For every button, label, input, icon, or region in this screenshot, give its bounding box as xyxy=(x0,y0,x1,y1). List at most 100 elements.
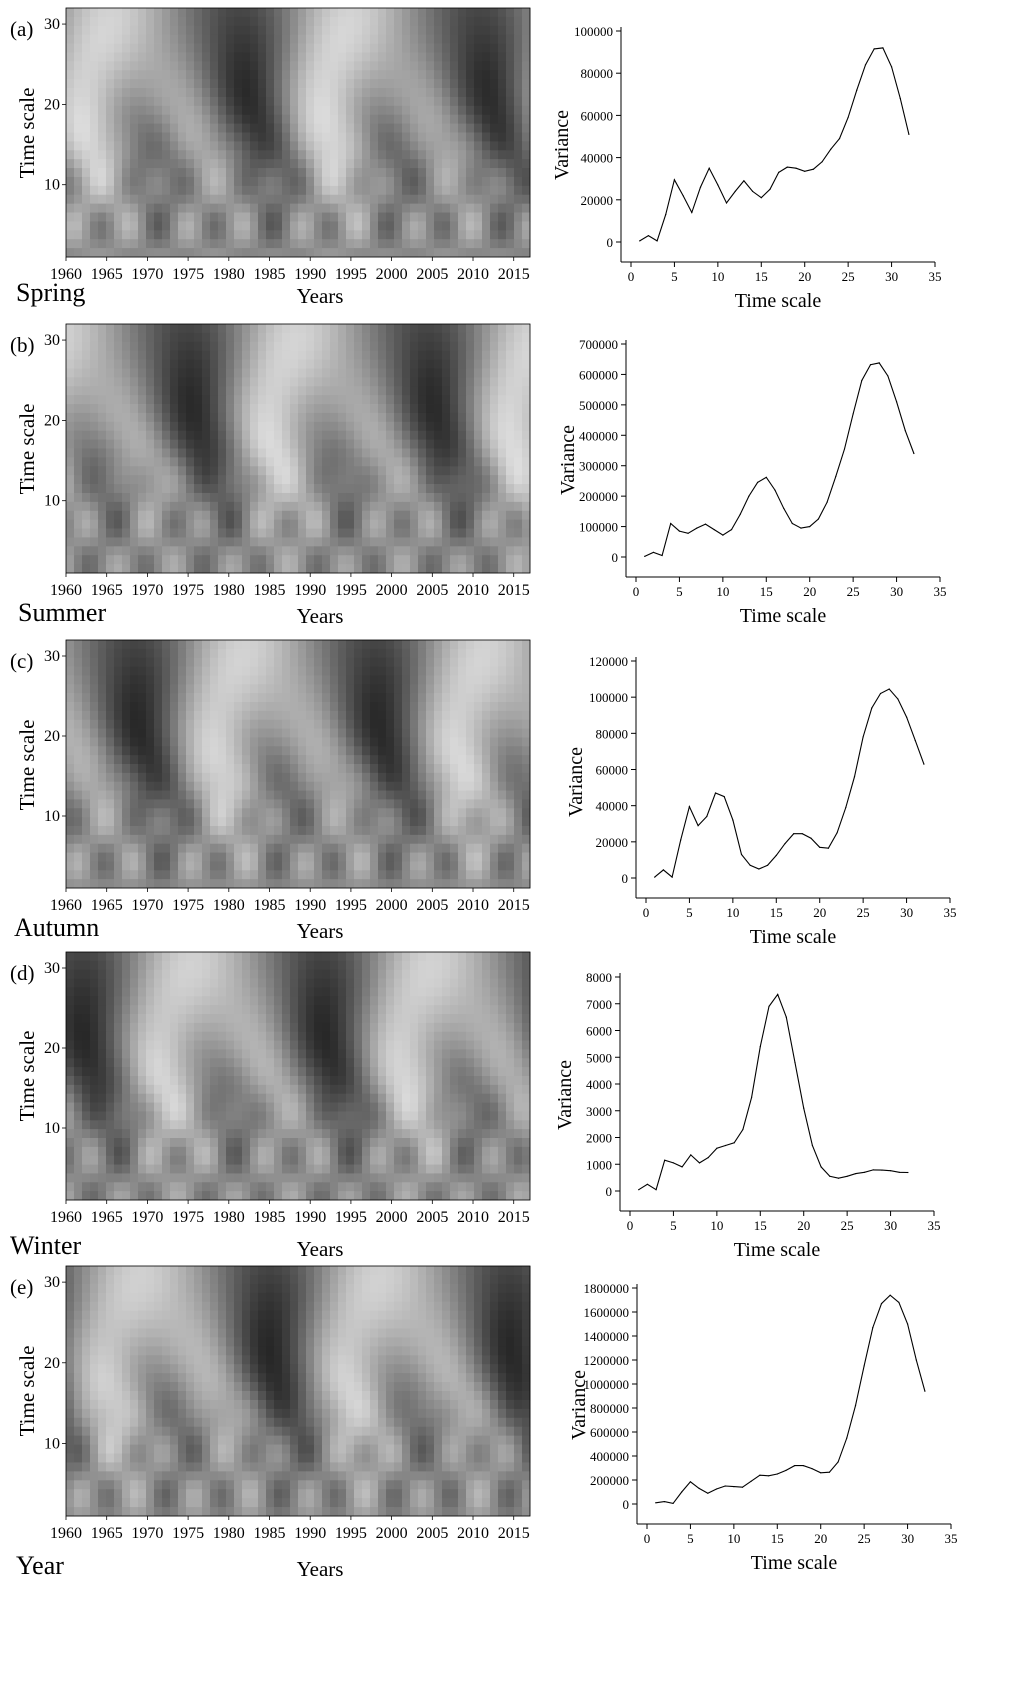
heatmap-cell xyxy=(66,412,75,423)
heatmap-cell xyxy=(474,176,483,187)
heatmap-cell xyxy=(170,88,179,98)
heatmap-cell xyxy=(338,519,347,529)
heatmap-cell xyxy=(258,368,267,378)
heatmap-cell xyxy=(482,412,491,423)
heatmap-cell xyxy=(522,430,531,440)
heatmap-cell xyxy=(426,439,435,449)
heatmap-cell xyxy=(226,212,235,222)
heatmap-cell xyxy=(330,386,339,396)
heatmap-cell xyxy=(186,764,195,774)
heatmap-cell xyxy=(418,230,427,240)
heatmap-cell xyxy=(250,781,259,791)
heatmap-cell xyxy=(370,564,379,574)
heatmap-cell xyxy=(498,817,507,827)
heatmap-cell xyxy=(442,852,451,862)
heatmap-cell xyxy=(274,457,283,467)
heatmap-cell xyxy=(82,648,91,659)
heatmap-cell xyxy=(506,350,515,360)
heatmap-cell xyxy=(130,772,139,783)
heatmap-cell xyxy=(474,430,483,440)
heatmap-cell xyxy=(282,817,291,827)
heatmap-cell xyxy=(378,377,387,387)
heatmap-cell xyxy=(266,764,275,774)
heatmap-cell xyxy=(410,834,419,845)
heatmap-cell xyxy=(90,852,99,862)
heatmap-cell xyxy=(522,230,531,240)
heatmap-cell xyxy=(210,341,219,352)
heatmap-cell xyxy=(290,710,299,721)
heatmap-cell xyxy=(290,168,299,178)
heatmap-cell xyxy=(458,834,467,845)
heatmap-cell xyxy=(274,657,283,667)
heatmap-cell xyxy=(466,359,475,369)
heatmap-cell xyxy=(146,194,155,205)
heatmap-cell xyxy=(314,448,323,458)
heatmap-cell xyxy=(226,826,235,836)
heatmap-cell xyxy=(514,239,523,249)
heatmap-plot: 1960 1965 1970 1975 1980 1985 1990 1995 2000 2005… xyxy=(15,323,531,628)
heatmap-cell xyxy=(514,123,523,133)
heatmap-cell xyxy=(266,457,275,467)
heatmap-cell xyxy=(210,203,219,213)
heatmap-cell xyxy=(258,159,267,169)
heatmap-cell xyxy=(178,221,187,231)
heatmap-cell xyxy=(458,746,467,756)
heatmap-cell xyxy=(130,132,139,142)
heatmap-cell xyxy=(314,826,323,836)
heatmap-cell xyxy=(498,764,507,774)
heatmap-cell xyxy=(346,861,355,871)
heatmap-cell xyxy=(186,466,195,476)
heatmap-cell xyxy=(274,772,283,783)
heatmap-cell xyxy=(330,475,339,485)
heatmap-cell xyxy=(162,176,171,187)
season-label: Spring xyxy=(16,278,85,307)
heatmap-cell xyxy=(266,475,275,485)
heatmap-cell xyxy=(394,230,403,240)
variance-point xyxy=(869,364,872,366)
heatmap-cell xyxy=(146,657,155,667)
heatmap-cell xyxy=(282,564,291,574)
heatmap-cell xyxy=(282,484,291,494)
heatmap-cell xyxy=(266,870,275,880)
heatmap-cell xyxy=(450,546,459,556)
heatmap-cell xyxy=(130,537,139,547)
heatmap-cell xyxy=(330,772,339,783)
heatmap-cell xyxy=(178,168,187,178)
heatmap-cell xyxy=(234,466,243,476)
heatmap-cell xyxy=(346,843,355,853)
variance-point xyxy=(752,190,754,192)
heatmap-cell xyxy=(474,25,483,36)
heatmap-cell xyxy=(410,395,419,405)
heatmap-cell xyxy=(506,737,515,747)
heatmap-cell xyxy=(178,212,187,222)
heatmap-cell xyxy=(218,817,227,827)
heatmap-cell xyxy=(490,404,499,414)
heatmap-cell xyxy=(426,239,435,249)
heatmap-cell xyxy=(242,16,251,27)
heatmap-cell xyxy=(226,430,235,440)
heatmap-cell xyxy=(426,510,435,521)
heatmap-cell xyxy=(442,519,451,529)
heatmap-cell xyxy=(290,501,299,512)
heatmap-cell xyxy=(450,114,459,124)
heatmap-cell xyxy=(146,350,155,360)
heatmap-cell xyxy=(234,861,243,871)
heatmap-cell xyxy=(466,781,475,791)
heatmap-cell xyxy=(322,412,331,423)
heatmap-cell xyxy=(194,176,203,187)
heatmap-cell xyxy=(466,710,475,721)
heatmap-cell xyxy=(210,826,219,836)
heatmap-cell xyxy=(114,693,123,703)
heatmap-cell xyxy=(522,448,531,458)
heatmap-cell xyxy=(242,421,251,432)
heatmap-cell xyxy=(370,123,379,133)
heatmap-xtick-label: 1960 xyxy=(50,582,82,599)
heatmap-cell xyxy=(146,870,155,880)
heatmap-cell xyxy=(178,176,187,187)
heatmap-cell xyxy=(186,412,195,423)
heatmap-cell xyxy=(466,386,475,396)
heatmap-cell xyxy=(282,412,291,423)
heatmap-cell xyxy=(74,421,83,432)
heatmap-cell xyxy=(98,519,107,529)
heatmap-cell xyxy=(138,519,147,529)
